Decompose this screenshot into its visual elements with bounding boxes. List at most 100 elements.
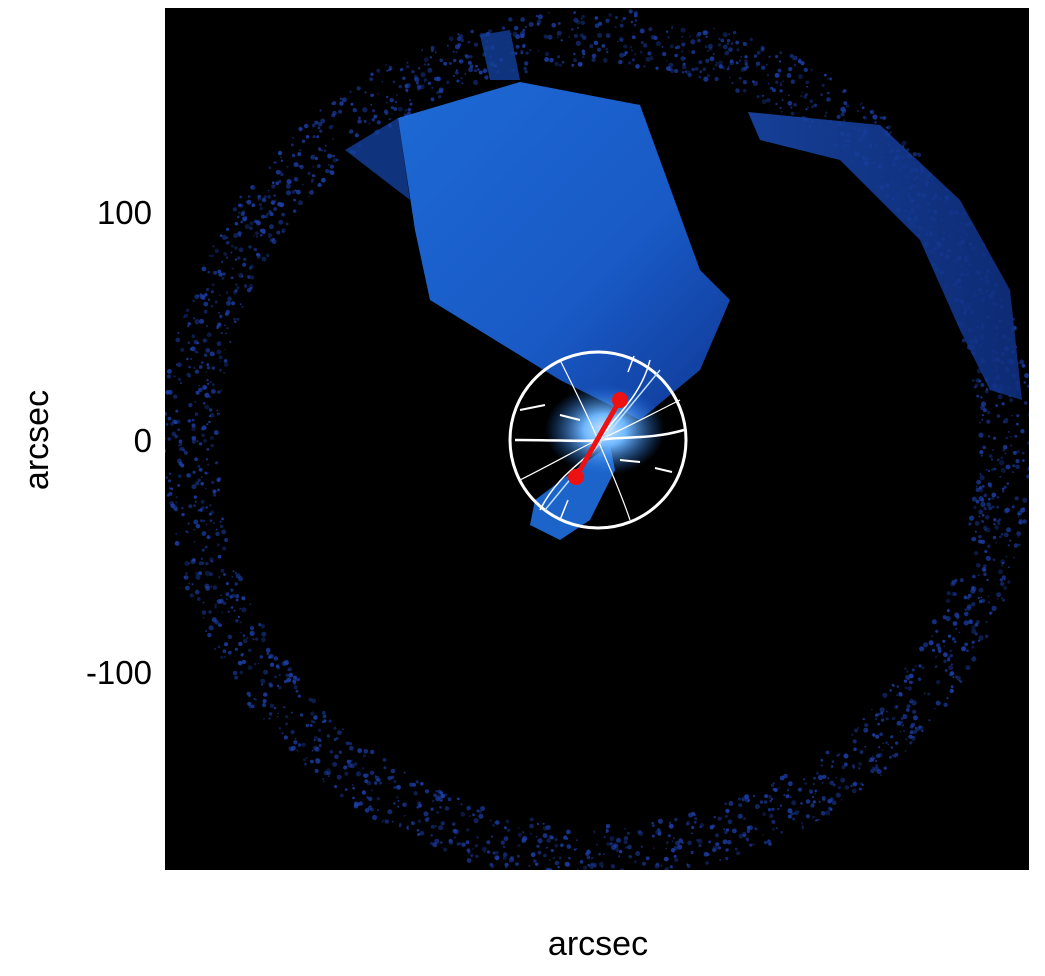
ring-dot [607, 875, 611, 879]
ring-dot [793, 103, 797, 107]
ring-dot [424, 817, 430, 823]
ring-dot [615, 16, 618, 19]
ring-dot [211, 480, 215, 484]
ring-dot [373, 114, 378, 119]
ring-dot [568, 857, 571, 860]
ring-dot [697, 38, 701, 43]
ring-dot [709, 56, 715, 62]
ring-dot [977, 574, 980, 577]
ring-dot [1009, 435, 1012, 438]
ring-dot [184, 313, 188, 318]
ring-dot [697, 31, 702, 36]
ring-dot [239, 621, 242, 624]
ring-dot [997, 569, 1003, 575]
ring-dot [622, 16, 626, 21]
ring-dot [918, 725, 924, 731]
ring-dot [1016, 414, 1020, 418]
ring-dot [391, 112, 393, 115]
ring-dot [635, 64, 640, 69]
ring-dot [765, 63, 768, 66]
ring-dot [672, 837, 676, 840]
ring-dot [544, 51, 550, 57]
ring-dot [311, 749, 314, 752]
ring-dot [293, 209, 297, 213]
ring-dot [725, 815, 728, 818]
ring-dot [454, 836, 456, 839]
ring-dot [774, 72, 780, 78]
ring-dot [682, 62, 686, 66]
ring-dot [971, 628, 977, 634]
ring-dot [571, 28, 574, 31]
ring-dot [568, 36, 571, 38]
ring-dot [729, 59, 734, 63]
ring-dot [862, 717, 865, 721]
ring-dot [177, 445, 180, 447]
ring-dot [669, 68, 675, 74]
ring-dot [304, 762, 307, 766]
ring-dot [666, 30, 669, 33]
ring-dot [191, 484, 197, 490]
ring-dot [875, 764, 879, 768]
ring-dot [896, 694, 898, 697]
ring-dot [409, 782, 414, 787]
ring-dot [282, 230, 285, 233]
ring-dot [249, 287, 253, 290]
ring-dot [273, 199, 277, 202]
ring-dot [266, 212, 270, 216]
ring-dot [560, 39, 563, 42]
ring-dot [528, 21, 534, 27]
ring-dot [1011, 414, 1013, 417]
ring-dot [295, 689, 299, 693]
ring-dot [457, 33, 460, 36]
ring-dot [977, 639, 981, 642]
ring-dot [886, 710, 888, 713]
ring-dot [271, 239, 277, 245]
ring-dot [987, 601, 991, 604]
field-line [519, 404, 673, 473]
ring-dot [318, 743, 322, 748]
ring-dot [522, 28, 526, 32]
ring-dot [712, 67, 716, 71]
ring-dot [177, 332, 180, 335]
ring-dot [473, 79, 479, 86]
ring-dot [726, 39, 731, 43]
ring-dot [827, 777, 830, 780]
ring-dot [815, 771, 820, 776]
ring-dot [190, 559, 196, 565]
ring-dot [754, 827, 758, 831]
ring-dot [908, 680, 913, 684]
ring-dot [901, 140, 907, 146]
ring-dot [344, 788, 348, 791]
ring-dot [423, 63, 427, 66]
ring-dot [200, 481, 204, 486]
ring-dot [217, 645, 221, 649]
ring-dot [371, 789, 373, 792]
ring-dot [433, 793, 437, 798]
ring-dot [315, 758, 321, 764]
ring-dot [727, 42, 729, 45]
ring-dot [991, 505, 995, 509]
ring-dot [578, 62, 583, 67]
ring-dot [882, 692, 888, 698]
ring-dot [811, 795, 815, 799]
ring-dot [216, 543, 220, 547]
ring-dot [780, 82, 782, 84]
ring-dot [232, 290, 238, 295]
ring-dot [406, 825, 411, 830]
ring-dot [586, 849, 591, 855]
ring-dot [439, 806, 442, 809]
ring-dot [357, 748, 362, 754]
ring-dot [982, 445, 986, 450]
ring-dot [955, 675, 958, 679]
ring-dot [722, 839, 728, 845]
ring-dot [664, 867, 669, 870]
ring-dot [261, 214, 265, 219]
ring-dot [961, 646, 967, 652]
ring-dot [517, 827, 520, 829]
marker-point-top [612, 392, 628, 408]
ring-dot [383, 766, 387, 770]
ring-dot [660, 864, 663, 867]
ring-dot [1005, 555, 1008, 558]
ring-dot [177, 377, 182, 382]
ring-dot [716, 847, 718, 849]
